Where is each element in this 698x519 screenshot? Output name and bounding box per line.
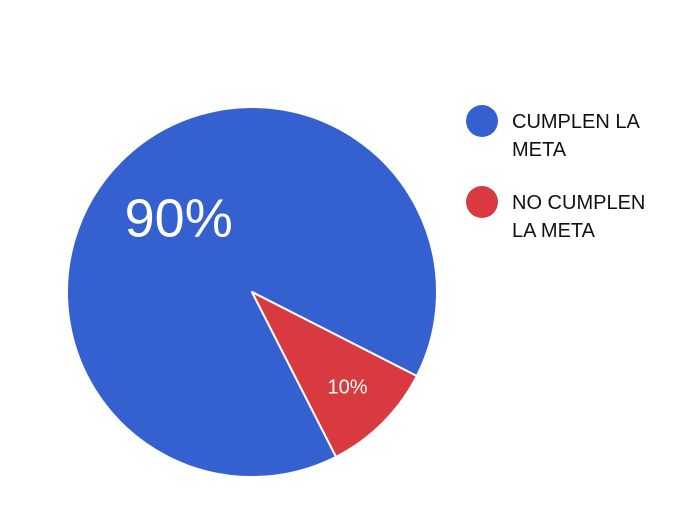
legend-item: CUMPLEN LA META — [466, 105, 640, 161]
legend-swatch — [466, 105, 498, 137]
legend-swatch — [466, 186, 498, 218]
pie-slice-no-cumplen-la-meta — [251, 291, 418, 458]
pie-slice-cumplen-la-meta — [66, 106, 438, 478]
pie-slices — [66, 106, 438, 478]
legend-item: NO CUMPLEN LA META — [466, 186, 645, 242]
slice-value-label: 90% — [125, 189, 233, 249]
legend-label: NO CUMPLEN LA META — [512, 192, 645, 242]
pie-slice-labels: 90% 10% — [125, 189, 368, 399]
slice-value-label: 10% — [327, 377, 367, 399]
legend: CUMPLEN LA META NO CUMPLEN LA META — [466, 105, 645, 242]
legend-label: CUMPLEN LA META — [512, 111, 640, 161]
